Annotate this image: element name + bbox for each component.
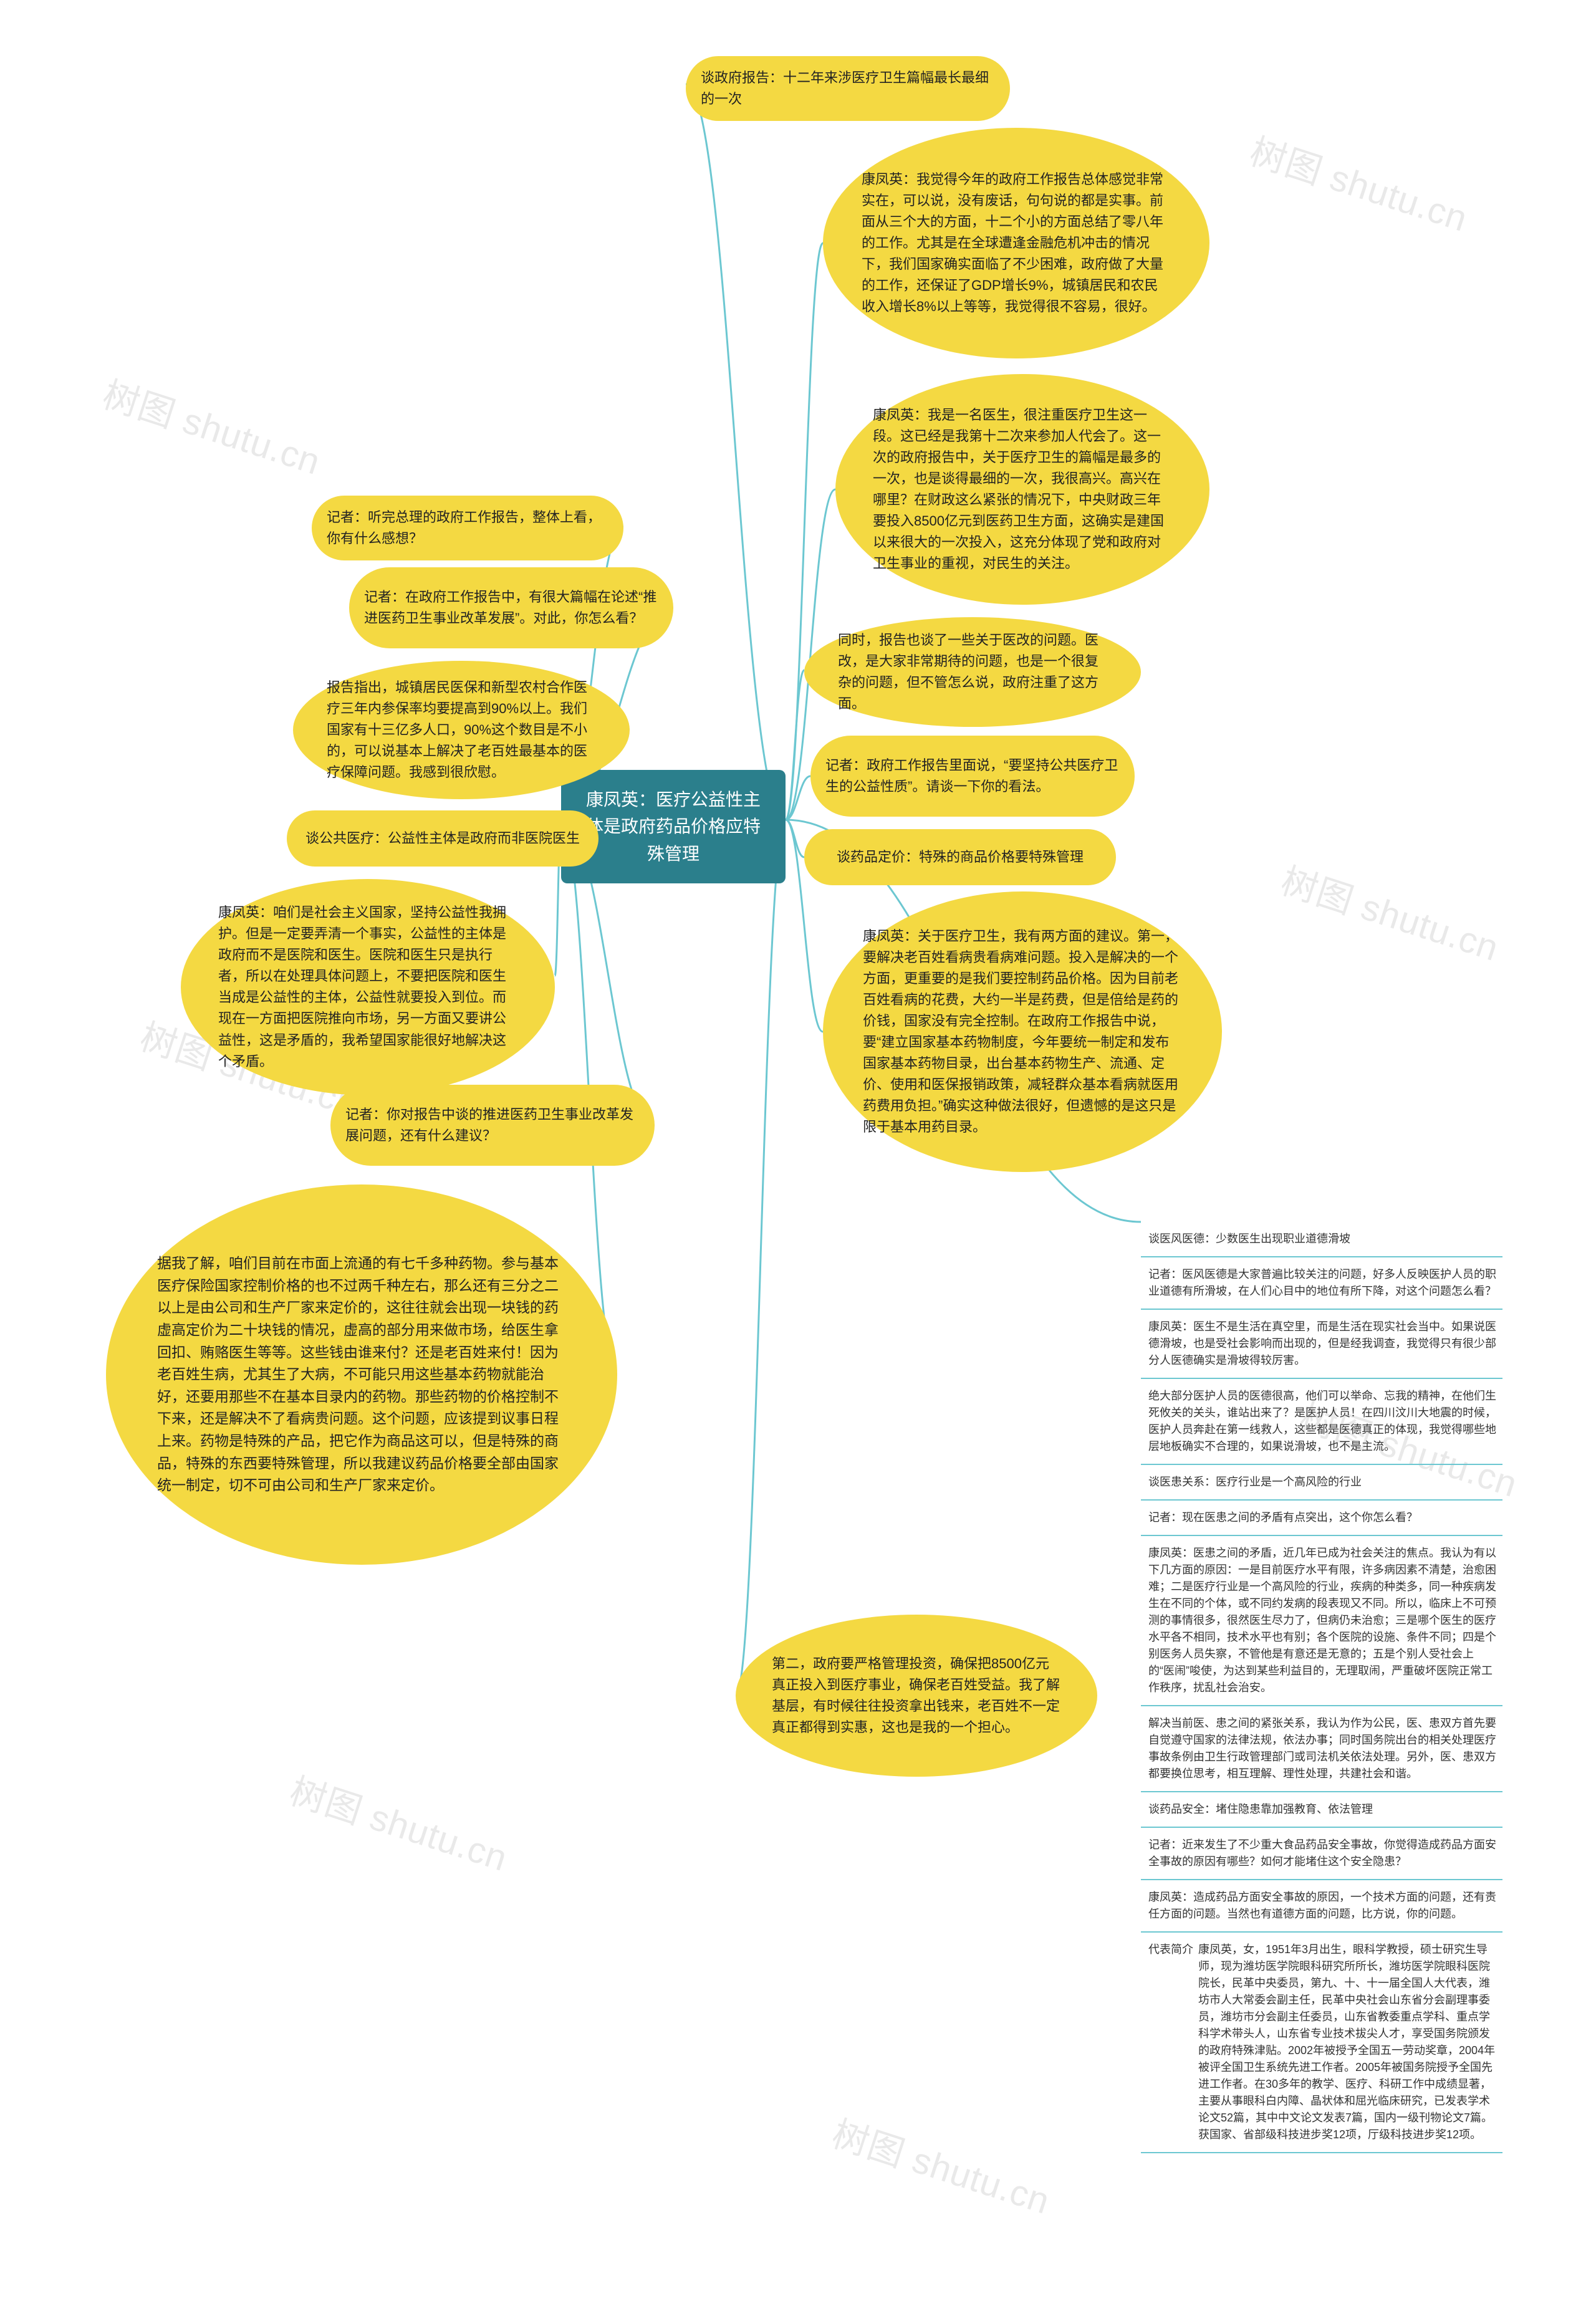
side-item-text: 康凤英，女，1951年3月出生，眼科学教授，硕士研究生导师，现为潍坊医学院眼科研…: [1198, 1941, 1496, 2143]
mindmap-node: 据我了解，咱们目前在市面上流通的有七千多种药物。参与基本医疗保险国家控制价格的也…: [106, 1184, 617, 1565]
mindmap-node: 康凤英：我是一名医生，很注重医疗卫生这一段。这已经是我第十二次来参加人代会了。这…: [835, 374, 1209, 605]
side-item: 记者：近来发生了不少重大食品药品安全事故，你觉得造成药品方面安全事故的原因有哪些…: [1141, 1828, 1502, 1880]
mindmap-node: 报告指出，城镇居民医保和新型农村合作医疗三年内参保率均要提高到90%以上。我们国…: [293, 661, 630, 799]
side-item: 解决当前医、患之间的紧张关系，我认为作为公民，医、患双方首先要自觉遵守国家的法律…: [1141, 1706, 1502, 1792]
side-item: 康凤英：医生不是生活在真空里，而是生活在现实社会当中。如果说医德滑坡，也是受社会…: [1141, 1310, 1502, 1379]
side-item: 谈医患关系：医疗行业是一个高风险的行业: [1141, 1465, 1502, 1501]
mindmap-node: 记者：你对报告中谈的推进医药卫生事业改革发展问题，还有什么建议？: [330, 1085, 655, 1166]
side-item: 谈药品安全：堵住隐患靠加强教育、依法管理: [1141, 1792, 1502, 1828]
mindmap-node: 第二，政府要严格管理投资，确保把8500亿元真正投入到医疗事业，确保老百姓受益。…: [736, 1615, 1097, 1777]
mindmap-node: 记者：政府工作报告里面说，“要坚持公共医疗卫生的公益性质”。请谈一下你的看法。: [810, 736, 1135, 817]
side-item: 康凤英：造成药品方面安全事故的原因，一个技术方面的问题，还有责任方面的问题。当然…: [1141, 1880, 1502, 1933]
side-item: 谈医风医德：少数医生出现职业道德滑坡: [1141, 1222, 1502, 1257]
edge: [686, 84, 786, 820]
mindmap-node: 康凤英：咱们是社会主义国家，坚持公益性我拥护。但是一定要弄清一个事实，公益性的主…: [181, 879, 555, 1095]
mindmap-node: 谈政府报告：十二年来涉医疗卫生篇幅最长最细的一次: [686, 56, 1010, 121]
edge: [736, 820, 786, 1696]
side-item: 康凤英：医患之间的矛盾，近几年已成为社会关注的焦点。我认为有以下几方面的原因：一…: [1141, 1536, 1502, 1706]
side-item-label: 代表简介: [1148, 1941, 1193, 1958]
side-column: 谈医风医德：少数医生出现职业道德滑坡记者：医风医德是大家普遍比较关注的问题，好多…: [1141, 1222, 1502, 2153]
mindmap-node: 谈药品定价：特殊的商品价格要特殊管理: [804, 829, 1116, 885]
mindmap-node: 记者：在政府工作报告中，有很大篇幅在论述“推进医药卫生事业改革发展”。对此，你怎…: [349, 567, 673, 648]
side-item: 代表简介康凤英，女，1951年3月出生，眼科学教授，硕士研究生导师，现为潍坊医学…: [1141, 1933, 1502, 2153]
side-item: 记者：医风医德是大家普遍比较关注的问题，好多人反映医护人员的职业道德有所滑坡，在…: [1141, 1257, 1502, 1310]
mindmap-node: 同时，报告也谈了一些关于医改的问题。医改，是大家非常期待的问题，也是一个很复杂的…: [804, 617, 1141, 727]
mindmap-node: 康凤英：我觉得今年的政府工作报告总体感觉非常实在，可以说，没有废话，句句说的都是…: [823, 128, 1209, 358]
edge: [786, 820, 804, 857]
side-item: 绝大部分医护人员的医德很高，他们可以举命、忘我的精神，在他们生死攸关的关头，谁站…: [1141, 1379, 1502, 1465]
mindmap-node: 谈公共医疗：公益性主体是政府而非医院医生: [287, 810, 598, 867]
mindmap-node: 康凤英：关于医疗卫生，我有两方面的建议。第一，要解决老百姓看病贵看病难问题。投入…: [823, 891, 1222, 1172]
side-item: 记者：现在医患之间的矛盾有点突出，这个你怎么看？: [1141, 1501, 1502, 1536]
mindmap-node: 记者：听完总理的政府工作报告，整体上看，你有什么感想？: [312, 496, 623, 560]
